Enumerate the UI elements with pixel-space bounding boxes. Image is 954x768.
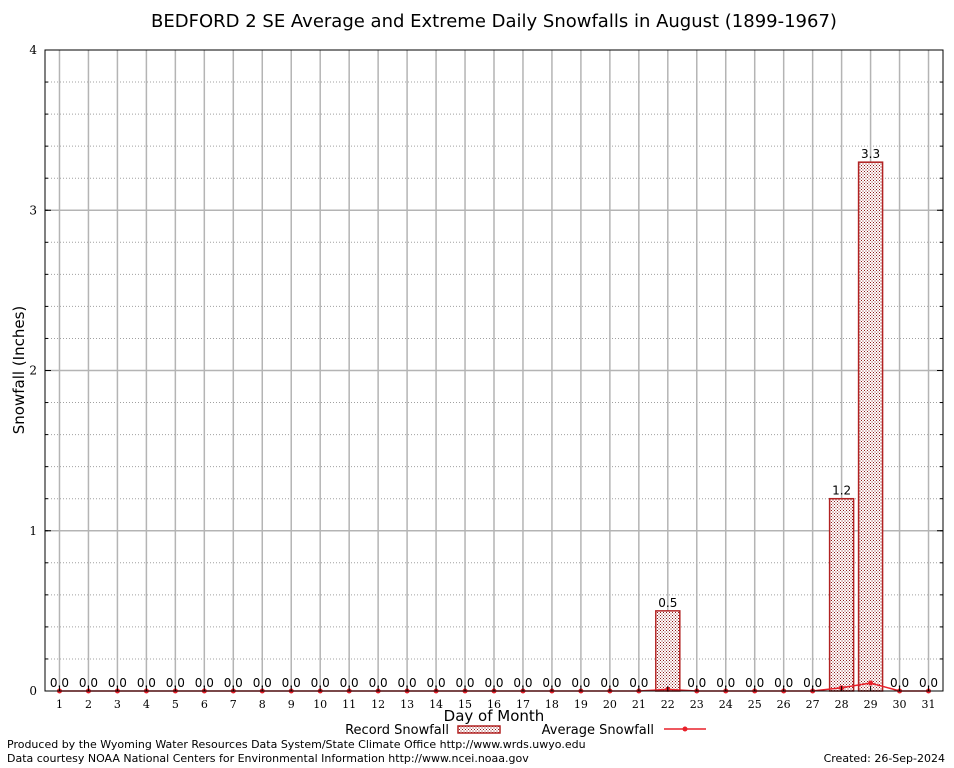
x-tick-label-day-21: 21 [632, 698, 646, 711]
bar-label-day-1: 0.0 [50, 676, 69, 690]
x-tick-label-day-13: 13 [400, 698, 414, 711]
x-tick-label-day-22: 22 [661, 698, 675, 711]
bar-label-day-24: 0.0 [716, 676, 735, 690]
footer-data-courtesy: Data courtesy NOAA National Centers for … [7, 752, 529, 765]
bar-label-day-19: 0.0 [571, 676, 590, 690]
bar-label-day-31: 0.0 [919, 676, 938, 690]
bar-label-day-3: 0.0 [108, 676, 127, 690]
legend-average-label: Average Snowfall [542, 723, 654, 738]
x-tick-label-day-5: 5 [172, 698, 179, 711]
x-tick-label-day-18: 18 [545, 698, 559, 711]
x-tick-label-day-1: 1 [56, 698, 63, 711]
record-bar-day-29 [857, 161, 884, 692]
bar-label-day-5: 0.0 [166, 676, 185, 690]
bar-label-day-27: 0.0 [803, 676, 822, 690]
y-tick-label: 3 [29, 203, 37, 217]
x-tick-label-day-24: 24 [719, 698, 733, 711]
x-tick-label-day-4: 4 [143, 698, 150, 711]
x-axis-ticks: 1 2 3 4 5 6 7 8 9 10 11 12 13 14 15 16 17 18 19 20 21 22 23 24 2… [56, 686, 936, 711]
bar-label-day-8: 0.0 [253, 676, 272, 690]
x-tick-label-day-25: 25 [748, 698, 762, 711]
bar-label-day-12: 0.0 [369, 676, 388, 690]
grid-lines [45, 50, 943, 691]
legend: Record Snowfall Average Snowfall [345, 723, 706, 738]
y-axis-label: Snowfall (Inches) [10, 306, 28, 434]
x-tick-label-day-17: 17 [516, 698, 530, 711]
legend-record-label: Record Snowfall [345, 723, 449, 738]
x-tick-label-day-23: 23 [690, 698, 704, 711]
y-tick-label: 2 [29, 364, 37, 378]
bar-label-day-21: 0.0 [629, 676, 648, 690]
bar-label-day-30: 0.0 [890, 676, 909, 690]
y-tick-label: 4 [29, 43, 37, 57]
record-bar-day-22 [655, 610, 681, 692]
bar-label-day-14: 0.0 [427, 676, 446, 690]
footer-created-date: Created: 26-Sep-2024 [824, 752, 945, 765]
x-axis-label: Day of Month [444, 707, 545, 725]
bar-label-day-17: 0.0 [513, 676, 532, 690]
bar-label-day-11: 0.0 [340, 676, 359, 690]
bar-label-day-23: 0.0 [687, 676, 706, 690]
bar-label-day-18: 0.0 [542, 676, 561, 690]
bar-label-day-15: 0.0 [455, 676, 474, 690]
bar-label-day-25: 0.0 [745, 676, 764, 690]
bar-label-day-26: 0.0 [774, 676, 793, 690]
x-tick-label-day-14: 14 [429, 698, 443, 711]
x-tick-label-day-16: 16 [487, 698, 501, 711]
x-tick-label-day-10: 10 [313, 698, 327, 711]
x-tick-label-day-27: 27 [806, 698, 820, 711]
x-tick-label-day-9: 9 [288, 698, 295, 711]
average-point-day-29 [868, 680, 874, 686]
bar-label-day-20: 0.0 [600, 676, 619, 690]
bar-label-day-10: 0.0 [311, 676, 330, 690]
x-tick-label-day-29: 29 [864, 698, 878, 711]
x-tick-label-day-31: 31 [922, 698, 936, 711]
record-snowfall-bars [655, 161, 884, 692]
bar-label-day-9: 0.0 [282, 676, 301, 690]
y-tick-label: 0 [29, 684, 37, 698]
bar-label-day-7: 0.0 [224, 676, 243, 690]
x-tick-label-day-26: 26 [777, 698, 791, 711]
bar-value-labels: 0.0 0.0 0.0 0.0 0.0 0.0 0.0 0.0 0.0 0.0 0.0 0.0 0.0 0… [50, 147, 938, 690]
x-tick-label-day-30: 30 [893, 698, 907, 711]
bar-label-day-13: 0.0 [398, 676, 417, 690]
x-tick-label-day-3: 3 [114, 698, 121, 711]
legend-average-marker [682, 726, 688, 732]
bar-label-day-16: 0.0 [484, 676, 503, 690]
bar-label-day-4: 0.0 [137, 676, 156, 690]
x-tick-label-day-7: 7 [230, 698, 237, 711]
record-bar-day-28 [828, 497, 855, 692]
legend-record-swatch [457, 725, 501, 734]
x-tick-label-day-28: 28 [835, 698, 849, 711]
x-tick-label-day-6: 6 [201, 698, 208, 711]
bar-label-day-28: 1.2 [832, 484, 851, 498]
y-axis-ticks: 0 1 2 3 4 [29, 43, 943, 698]
x-tick-label-day-8: 8 [259, 698, 266, 711]
x-tick-label-day-2: 2 [85, 698, 92, 711]
bar-label-day-29: 3.3 [861, 147, 880, 161]
footer-produced-by: Produced by the Wyoming Water Resources … [7, 738, 586, 751]
bar-label-day-2: 0.0 [79, 676, 98, 690]
x-tick-label-day-20: 20 [603, 698, 617, 711]
y-tick-label: 1 [29, 524, 37, 538]
x-tick-label-day-15: 15 [458, 698, 472, 711]
x-tick-label-day-11: 11 [342, 698, 356, 711]
bar-label-day-22: 0.5 [658, 596, 677, 610]
bar-label-day-6: 0.0 [195, 676, 214, 690]
x-tick-label-day-19: 19 [574, 698, 588, 711]
chart-title: BEDFORD 2 SE Average and Extreme Daily S… [151, 11, 837, 32]
x-tick-label-day-12: 12 [371, 698, 385, 711]
